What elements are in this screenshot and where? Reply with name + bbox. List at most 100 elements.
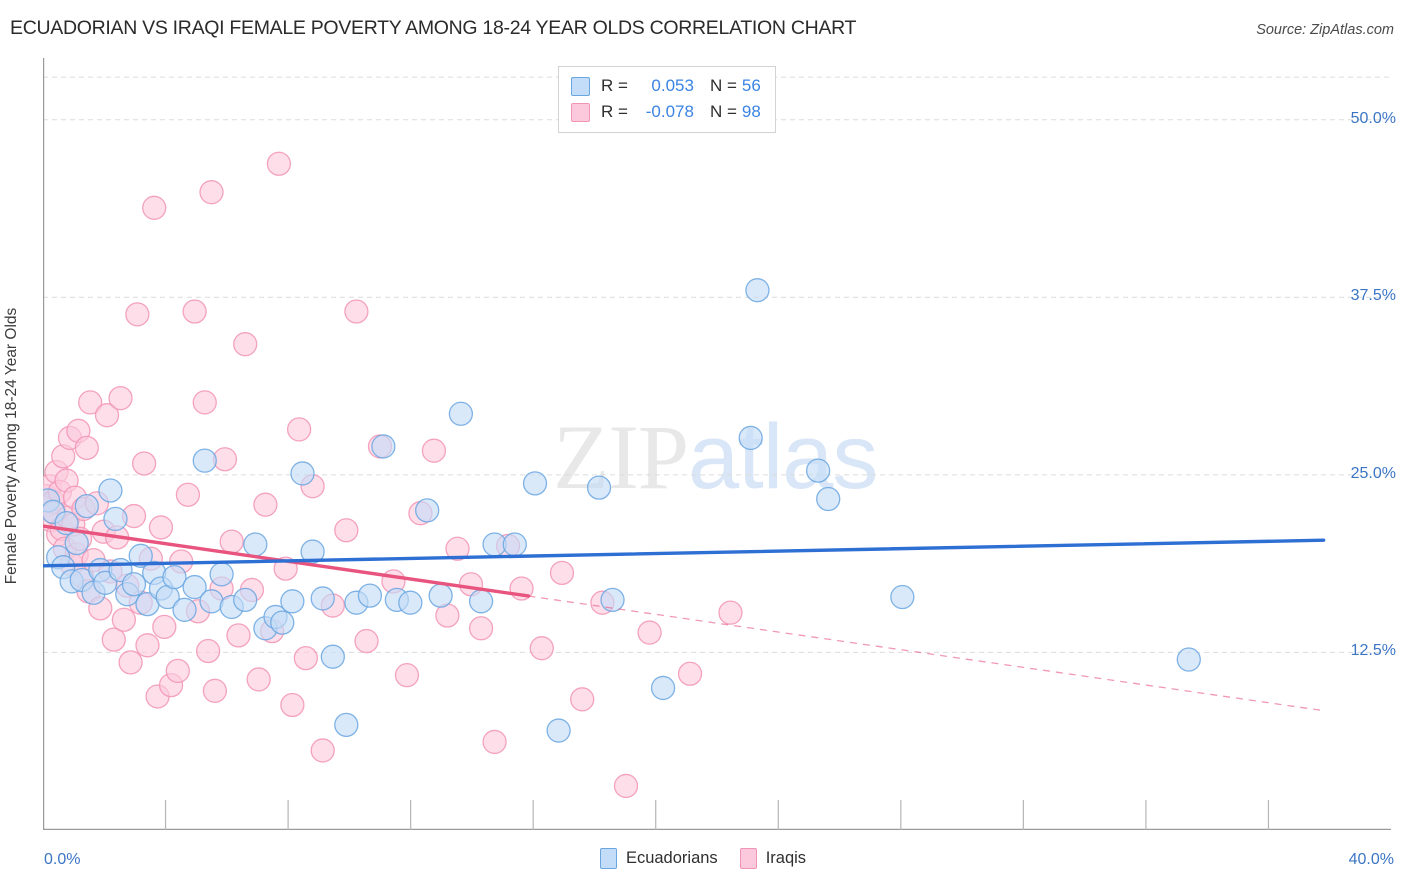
data-point xyxy=(125,302,150,327)
data-point xyxy=(320,644,345,669)
series-label-iraqis: Iraqis xyxy=(765,849,807,867)
data-point xyxy=(310,586,335,611)
y-axis-title: Female Poverty Among 18-24 Year Olds xyxy=(3,307,20,585)
axis-lines xyxy=(43,58,1391,830)
series-label-ecuadorians: Ecuadorians xyxy=(625,849,718,867)
data-point xyxy=(357,583,383,608)
data-point xyxy=(549,560,575,586)
data-point xyxy=(280,692,305,718)
x-axis-ticks xyxy=(164,800,1270,830)
data-point xyxy=(121,572,147,597)
y-axis-label-37.5%: 37.5% xyxy=(1350,287,1396,305)
data-point xyxy=(371,434,396,459)
series-legend-item-iraqis[interactable]: Iraqis xyxy=(739,848,807,869)
data-point xyxy=(74,435,99,461)
stats-legend: R = 0.053 N = 56 R = -0.078 N = 98 xyxy=(558,66,776,133)
data-point xyxy=(546,718,571,743)
data-point xyxy=(152,614,177,640)
x-axis-max-label: 40.0% xyxy=(1348,851,1394,868)
stats-row-ecuadorians: R = 0.053 N = 56 xyxy=(571,73,761,99)
data-point xyxy=(209,562,234,587)
data-point xyxy=(522,471,548,496)
n-value-iraqis: 98 xyxy=(741,102,761,121)
legend-swatch-ecuadorians xyxy=(571,76,590,96)
data-point xyxy=(650,675,676,701)
data-point xyxy=(212,447,238,472)
data-point xyxy=(421,438,447,463)
data-point xyxy=(202,678,228,703)
data-points-ecuadorians xyxy=(43,278,1201,743)
data-point xyxy=(293,645,319,671)
data-point xyxy=(182,299,207,324)
data-point xyxy=(162,564,187,590)
r-label-ecuadorians: R = xyxy=(601,76,628,95)
x-axis-min-label: 0.0% xyxy=(44,851,81,868)
data-point xyxy=(745,278,770,303)
n-label-ecuadorians: N = xyxy=(709,76,737,95)
data-point xyxy=(135,633,160,658)
data-point xyxy=(131,451,157,476)
data-point xyxy=(290,461,315,486)
data-point xyxy=(738,425,763,451)
data-point xyxy=(677,661,703,686)
data-point xyxy=(128,543,153,568)
data-point xyxy=(103,506,128,532)
y-axis-label-50.0%: 50.0% xyxy=(1350,109,1396,127)
data-point xyxy=(253,492,278,517)
data-point xyxy=(192,448,217,473)
data-point xyxy=(613,773,639,799)
data-point xyxy=(468,589,494,614)
data-point xyxy=(1176,647,1201,672)
data-point xyxy=(101,627,126,652)
data-point xyxy=(482,532,507,557)
data-point xyxy=(118,650,143,675)
data-point xyxy=(148,515,174,540)
n-value-ecuadorians: 56 xyxy=(741,76,761,95)
data-point xyxy=(165,658,190,684)
data-point xyxy=(142,195,167,220)
data-point xyxy=(586,475,612,500)
data-point xyxy=(226,623,251,648)
data-point xyxy=(246,667,271,692)
data-point xyxy=(219,529,244,554)
data-point xyxy=(64,530,89,556)
data-point xyxy=(816,486,841,512)
data-point xyxy=(98,478,123,503)
page-title: ECUADORIAN VS IRAQI FEMALE POVERTY AMONG… xyxy=(10,17,857,39)
data-point xyxy=(445,536,470,561)
data-point xyxy=(428,583,453,608)
series-legend-item-ecuadorians[interactable]: Ecuadorians xyxy=(599,848,718,869)
data-point xyxy=(354,628,379,654)
stats-row-iraqis: R = -0.078 N = 98 xyxy=(571,99,761,125)
scatter-plot-svg xyxy=(43,58,1391,830)
data-point xyxy=(286,417,312,442)
data-point xyxy=(243,532,268,557)
data-point xyxy=(192,390,217,415)
series-swatch-ecuadorians xyxy=(599,848,617,869)
data-point xyxy=(334,518,359,543)
data-point xyxy=(718,600,743,625)
data-point xyxy=(570,687,595,712)
data-point xyxy=(502,532,527,557)
n-label-iraqis: N = xyxy=(709,102,737,121)
data-point xyxy=(637,620,662,645)
r-value-iraqis: -0.078 xyxy=(645,102,694,121)
gridlines xyxy=(43,76,1391,653)
data-point xyxy=(529,636,554,661)
data-point xyxy=(300,539,325,564)
legend-swatch-iraqis xyxy=(571,102,590,122)
data-point xyxy=(172,597,197,622)
data-point xyxy=(199,589,224,614)
data-point xyxy=(94,403,120,428)
data-point xyxy=(415,498,440,523)
r-value-ecuadorians: 0.053 xyxy=(651,76,694,95)
data-point xyxy=(78,390,103,415)
data-point xyxy=(448,401,474,426)
y-axis-label-25.0%: 25.0% xyxy=(1350,464,1396,482)
data-point xyxy=(270,610,295,635)
data-point xyxy=(600,587,625,613)
data-point xyxy=(280,589,305,614)
trend-lines xyxy=(43,524,1326,712)
plot-area xyxy=(43,58,1391,830)
